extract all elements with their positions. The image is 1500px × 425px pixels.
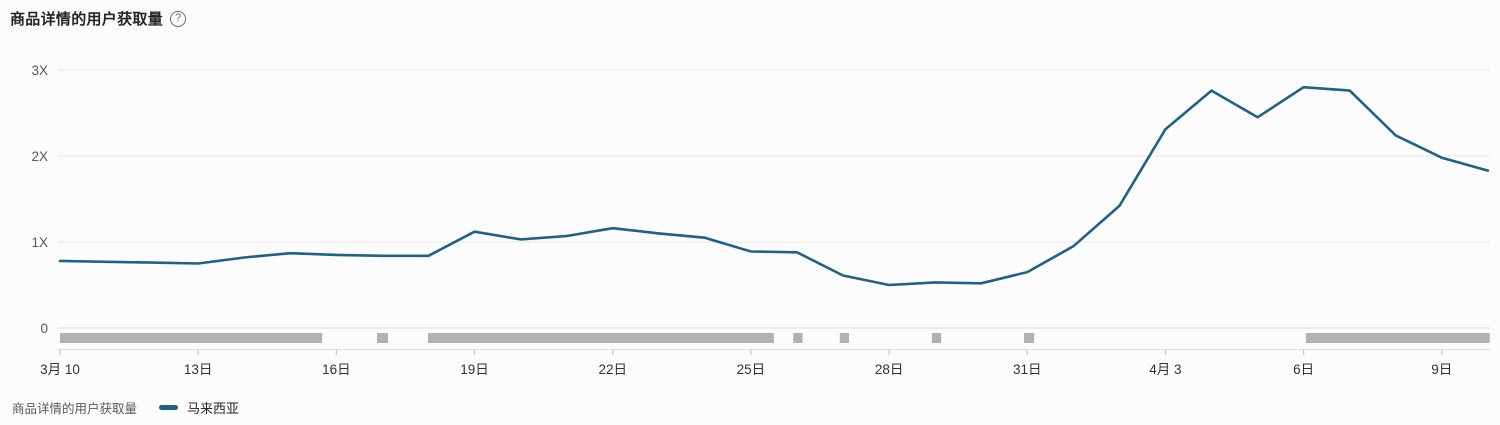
legend-metric-label: 商品详情的用户获取量 — [12, 401, 138, 416]
x-tick-label: 28日 — [875, 362, 904, 377]
y-tick-label: 1X — [31, 235, 48, 250]
chart-header: 商品详情的用户获取量 ? — [10, 8, 187, 29]
y-tick-label: 2X — [31, 149, 48, 164]
series-dash-icon — [159, 404, 179, 410]
page-title: 商品详情的用户获取量 — [10, 11, 164, 28]
x-tick-label: 4月 3 — [1149, 362, 1181, 377]
x-tick-label: 19日 — [460, 362, 489, 377]
x-tick-label: 22日 — [598, 362, 627, 377]
x-tick-label: 3月 10 — [40, 362, 80, 377]
help-icon[interactable]: ? — [170, 10, 187, 27]
x-tick-label: 6日 — [1293, 362, 1314, 377]
annotation-bar — [376, 333, 388, 343]
annotation-bar — [60, 333, 323, 343]
annotation-bar — [1024, 333, 1035, 343]
legend-series-label: 马来西亚 — [187, 400, 240, 416]
series-line-malaysia[interactable] — [58, 85, 1490, 287]
annotation-bar — [793, 333, 803, 343]
x-tick-label: 13日 — [184, 362, 213, 377]
annotation-bar — [931, 333, 942, 343]
y-tick-label: 3X — [31, 63, 48, 78]
legend-item-malaysia[interactable]: 马来西亚 — [159, 398, 239, 417]
x-tick-label: 16日 — [322, 362, 351, 377]
annotation-bar — [1305, 333, 1490, 343]
y-tick-label: 0 — [40, 321, 48, 336]
annotation-bar — [839, 333, 849, 343]
x-tick-label: 31日 — [1013, 362, 1042, 377]
x-tick-label: 25日 — [737, 362, 766, 377]
x-tick-label: 9日 — [1431, 362, 1452, 377]
annotation-bar — [428, 333, 774, 343]
chart-legend: 商品详情的用户获取量 马来西亚 — [12, 397, 239, 417]
